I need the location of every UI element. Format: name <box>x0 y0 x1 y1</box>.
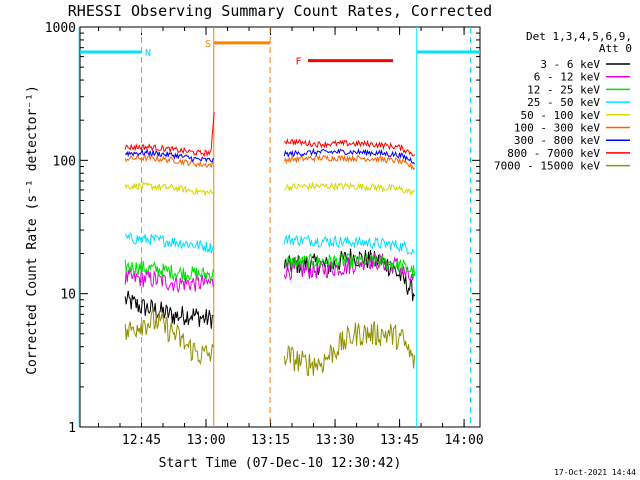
legend-header-line-1: Det 1,3,4,5,6,9, <box>526 30 632 43</box>
series-line-300-800-kev <box>124 147 416 165</box>
plot-area: N S F <box>78 26 481 428</box>
legend-label: 800 - 7000 keV <box>507 147 600 160</box>
legend-label: 6 - 12 keV <box>534 71 601 84</box>
y-axis-label: Corrected Count Rate (s⁻¹ detector⁻¹) <box>25 85 40 375</box>
x-axis-label: Start Time (07-Dec-10 12:30:42) <box>159 456 402 471</box>
legend-label: 3 - 6 keV <box>540 58 600 71</box>
generation-timestamp: 17-Oct-2021 14:44 <box>554 468 636 477</box>
legend-header-line-2: Att 0 <box>599 42 632 55</box>
series-line-25-50-kev <box>124 232 415 256</box>
plot-frame <box>79 26 481 428</box>
series-line-50-100-kev <box>124 181 415 196</box>
x-tick-label: 13:15 <box>251 433 290 448</box>
legend-label: 50 - 100 keV <box>521 109 601 122</box>
x-tick-label: 13:00 <box>186 433 225 448</box>
x-tick-label: 13:45 <box>380 433 419 448</box>
series-line-6-12-kev <box>124 252 415 294</box>
x-tick-label: 12:45 <box>122 433 161 448</box>
y-tick-label: 1000 <box>45 21 76 36</box>
y-tick-label: 100 <box>53 154 76 169</box>
series-line-800-7000-kev <box>124 111 416 158</box>
legend-label: 7000 - 15000 keV <box>494 160 600 173</box>
flag-n-label: N <box>145 48 151 59</box>
legend-label: 100 - 300 keV <box>514 122 600 135</box>
y-tick-label: 1 <box>68 421 76 436</box>
series-line-7000-15000-kev <box>124 309 416 377</box>
series-line-100-300-kev <box>124 154 415 171</box>
x-tick-label: 14:00 <box>445 433 484 448</box>
flag-f-label: F <box>295 57 301 68</box>
legend-label: 300 - 800 keV <box>514 134 600 147</box>
legend-label: 25 - 50 keV <box>527 96 600 109</box>
flag-s-label: S <box>205 39 211 50</box>
chart-title: RHESSI Observing Summary Count Rates, Co… <box>68 2 492 20</box>
series-line-12-25-kev <box>124 252 416 282</box>
x-tick-label: 13:30 <box>315 433 354 448</box>
y-tick-label: 10 <box>60 288 76 303</box>
legend-label: 12 - 25 keV <box>527 83 600 96</box>
